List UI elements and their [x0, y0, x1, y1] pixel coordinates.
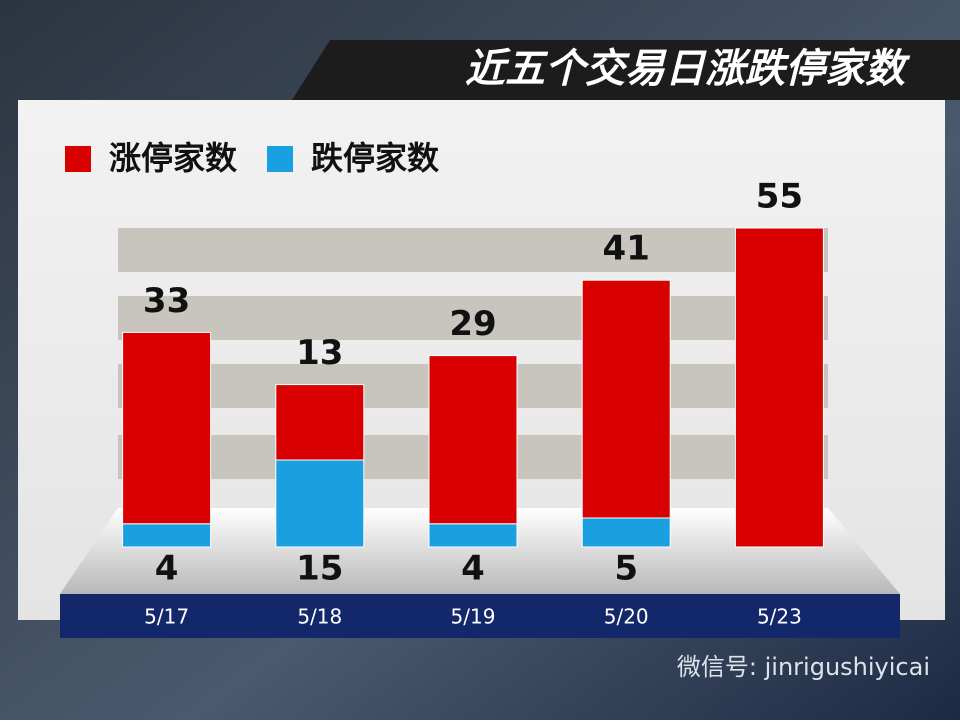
- value-label: 55: [756, 177, 803, 217]
- watermark: 微信号: jinrigushiyicai: [677, 653, 930, 681]
- bar-segment: [581, 517, 671, 548]
- value-label: 33: [143, 281, 190, 321]
- floor: [60, 508, 900, 594]
- bar-segment: [122, 331, 212, 525]
- value-label: 5: [614, 549, 638, 589]
- bar-segment: [275, 384, 365, 461]
- x-tick-label: 5/19: [451, 605, 496, 629]
- value-label: 13: [296, 333, 343, 373]
- bar-segment: [122, 523, 212, 548]
- bar-segment: [275, 459, 365, 548]
- chart-title: 近五个交易日涨跌停家数: [465, 46, 911, 92]
- value-label: 15: [296, 549, 343, 589]
- value-label: 4: [461, 549, 485, 589]
- value-label: 29: [449, 304, 496, 344]
- bar-segment: [581, 279, 671, 519]
- legend-label: 跌停家数: [311, 139, 440, 177]
- legend-label: 涨停家数: [109, 139, 238, 177]
- bar-segment: [428, 523, 518, 548]
- x-tick-label: 5/20: [604, 605, 649, 629]
- value-label: 41: [603, 229, 650, 269]
- x-tick-label: 5/17: [144, 605, 189, 629]
- bar-segment: [428, 355, 518, 525]
- legend-swatch: [65, 146, 91, 172]
- legend-swatch: [267, 146, 294, 172]
- title-banner: [292, 40, 960, 100]
- value-label: 4: [155, 549, 179, 589]
- x-tick-label: 5/23: [757, 605, 802, 629]
- legend: 涨停家数 跌停家数: [65, 139, 440, 177]
- category-band: [60, 594, 900, 638]
- x-tick-label: 5/18: [297, 605, 342, 629]
- bar-segment: [734, 227, 824, 548]
